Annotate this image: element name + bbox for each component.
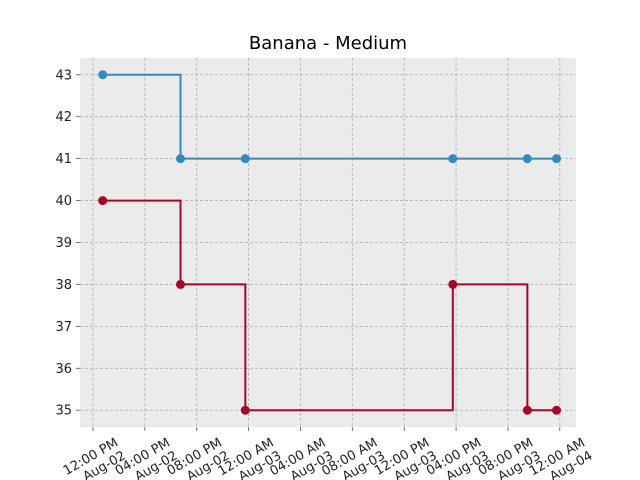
series-1-point	[98, 70, 108, 80]
y-tick-label: 39	[55, 236, 72, 251]
series-line-2	[102, 199, 557, 412]
chart-title: Banana - Medium	[249, 33, 407, 54]
series-2-point	[552, 405, 562, 415]
series-2-point	[240, 405, 250, 415]
y-tick-label: 41	[55, 152, 72, 167]
series-1-point	[448, 154, 458, 164]
y-tick-label: 38	[55, 278, 72, 293]
series-2-point	[98, 196, 108, 206]
series-2-point	[448, 279, 458, 289]
series-1-point	[240, 154, 250, 164]
y-tick-label: 43	[55, 68, 72, 83]
series-2-point	[522, 405, 532, 415]
series-2-point	[175, 279, 185, 289]
y-tick-label: 37	[55, 320, 72, 335]
series-1-point	[522, 154, 532, 164]
y-tick-label: 42	[55, 110, 72, 125]
y-tick-label: 35	[55, 404, 72, 419]
y-tick-label: 36	[55, 362, 72, 377]
series-1-point	[175, 154, 185, 164]
y-tick-label: 40	[55, 194, 72, 209]
series-1-point	[552, 154, 562, 164]
